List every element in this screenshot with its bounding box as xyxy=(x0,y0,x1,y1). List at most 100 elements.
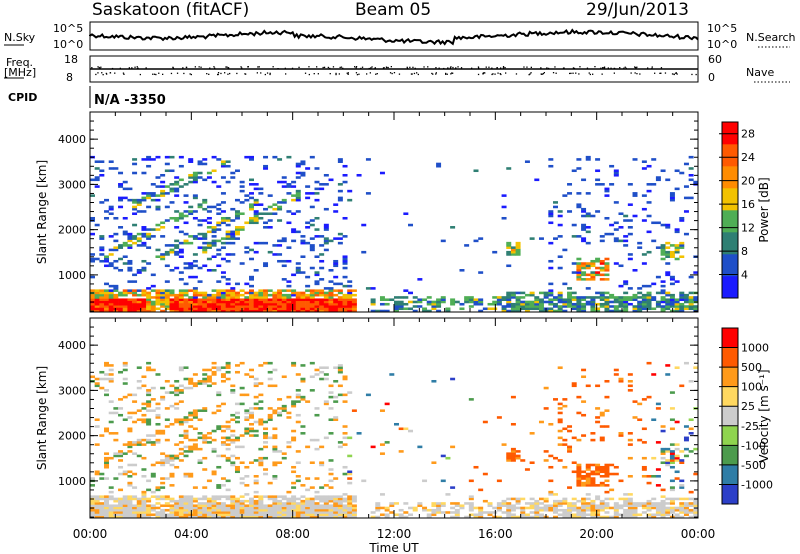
velocity-cell xyxy=(379,513,385,517)
velocity-cell xyxy=(178,368,184,372)
power-cell xyxy=(632,305,638,308)
velocity-cell xyxy=(347,391,353,394)
power-cell xyxy=(328,300,334,304)
velocity-cell xyxy=(286,497,292,501)
velocity-cell xyxy=(655,484,661,487)
velocity-cell xyxy=(155,488,161,492)
velocity-cell xyxy=(136,499,142,503)
power-cell xyxy=(412,296,418,299)
velocity-cell xyxy=(216,366,222,369)
velocity-cell xyxy=(431,513,437,517)
power-cell xyxy=(674,302,680,306)
velocity-cell xyxy=(239,502,245,505)
power-cell xyxy=(665,255,671,258)
velocity-cell xyxy=(239,402,245,406)
power-cell xyxy=(309,246,315,249)
power-cell xyxy=(104,264,110,268)
power-cell xyxy=(234,298,240,301)
power-cell xyxy=(160,289,166,292)
power-cell xyxy=(258,307,264,311)
power-cell xyxy=(253,269,259,272)
power-cell xyxy=(641,296,647,299)
power-cell xyxy=(150,198,156,202)
power-cell xyxy=(225,259,231,263)
power-cell xyxy=(136,309,142,313)
velocity-cell xyxy=(623,502,629,505)
nave-point xyxy=(371,66,373,68)
velocity-cell xyxy=(538,502,544,505)
velocity-cell xyxy=(136,504,142,507)
power-cell xyxy=(305,305,311,308)
power-cell xyxy=(314,273,320,277)
power-cell xyxy=(548,210,554,213)
power-cell xyxy=(319,183,325,186)
velocity-cell xyxy=(389,511,395,514)
power-cell xyxy=(141,198,147,202)
power-cell xyxy=(206,176,212,179)
velocity-cell xyxy=(94,515,100,519)
velocity-cell xyxy=(567,445,573,449)
power-cell xyxy=(291,228,297,231)
power-cell xyxy=(263,300,269,304)
power-cell xyxy=(108,167,114,170)
power-cell xyxy=(557,255,563,258)
power-cell xyxy=(333,293,339,297)
power-cell xyxy=(286,309,292,313)
freq-tick-low: 8 xyxy=(66,71,73,84)
velocity-cell xyxy=(567,502,573,505)
power-cell xyxy=(104,291,110,295)
power-cell xyxy=(197,280,203,283)
power-cell xyxy=(104,302,110,306)
nsky-panel-frame xyxy=(89,21,699,51)
power-cell xyxy=(141,226,147,229)
power-cell xyxy=(192,302,198,306)
velocity-cell xyxy=(150,472,156,476)
power-cell xyxy=(230,232,236,236)
velocity-cell xyxy=(267,377,273,381)
velocity-cell xyxy=(562,404,568,408)
power-cell xyxy=(632,269,638,272)
power-cell xyxy=(155,205,161,209)
power-cell xyxy=(515,307,521,311)
colorbar-tick-label: 28 xyxy=(741,128,755,141)
power-cell xyxy=(286,280,292,283)
velocity-cell xyxy=(655,441,661,444)
power-cell xyxy=(244,155,250,159)
velocity-cell xyxy=(244,409,250,412)
velocity-cell xyxy=(183,506,189,510)
velocity-cell xyxy=(478,513,484,517)
power-cell xyxy=(230,287,236,290)
velocity-cell xyxy=(258,515,264,519)
velocity-cell xyxy=(211,495,217,498)
velocity-cell xyxy=(651,373,657,376)
power-cell xyxy=(192,307,198,311)
power-cell xyxy=(132,309,138,313)
velocity-cell xyxy=(211,366,217,369)
velocity-cell xyxy=(314,508,320,512)
velocity-cell xyxy=(174,407,180,410)
nave-point xyxy=(623,67,625,69)
velocity-cell xyxy=(604,504,610,507)
nave-point xyxy=(484,72,486,74)
velocity-cell xyxy=(249,434,254,437)
velocity-cell xyxy=(211,497,217,501)
velocity-cell xyxy=(609,463,615,467)
velocity-cell xyxy=(122,508,128,512)
velocity-cell xyxy=(141,468,147,471)
velocity-cell xyxy=(319,366,325,369)
power-cell xyxy=(515,244,521,247)
nave-point xyxy=(445,73,447,75)
velocity-cell xyxy=(244,432,250,435)
velocity-cell xyxy=(604,484,610,487)
power-cell xyxy=(281,296,287,299)
velocity-cell xyxy=(188,513,194,517)
power-cell xyxy=(309,237,315,240)
velocity-cell xyxy=(319,515,325,519)
velocity-cell xyxy=(178,391,184,394)
velocity-cell xyxy=(94,472,100,476)
nave-point xyxy=(542,73,544,75)
power-cell xyxy=(136,289,142,292)
power-cell xyxy=(370,287,376,290)
velocity-cell xyxy=(113,515,119,519)
power-cell xyxy=(104,255,110,258)
